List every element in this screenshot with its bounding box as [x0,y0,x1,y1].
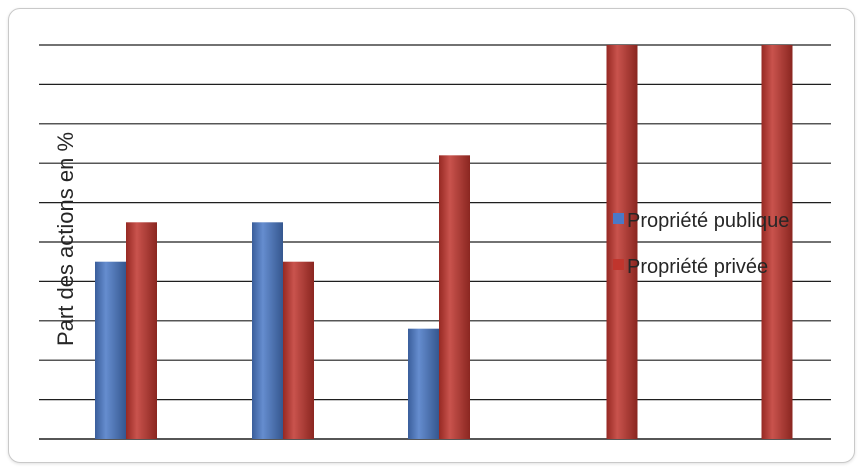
legend-label-public: Propriété publique [627,210,789,232]
legend-label-private: Propriété privée [627,256,768,278]
bar-private [606,45,638,439]
bar-chart: Part des actions en % Propriété publique… [39,44,831,440]
bars [95,45,793,439]
legend: Propriété publique Propriété privée [613,210,789,278]
legend-swatch-private [613,259,624,270]
bar-private [439,155,470,439]
bar-private [283,261,314,439]
bar-public [408,328,439,439]
bar-public [252,222,283,439]
bar-public [95,261,126,439]
bar-private [126,222,157,439]
bar-private [761,45,793,439]
legend-swatch-public [613,213,624,224]
gridlines [39,44,831,440]
y-axis-label: Part des actions en % [53,132,78,346]
chart-frame: Part des actions en % Propriété publique… [8,8,855,463]
